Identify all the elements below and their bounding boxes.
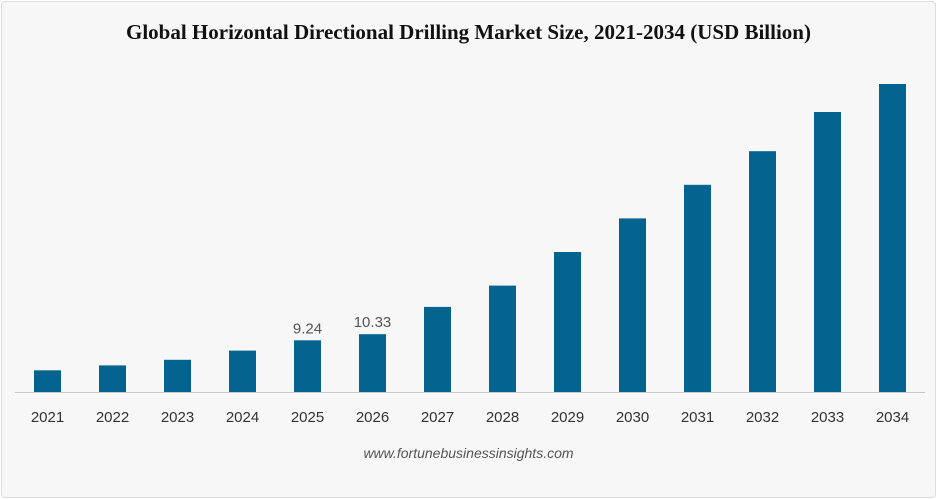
bar-2029: [554, 252, 581, 392]
tick-label-2026: 2026: [356, 409, 389, 426]
tick-label-2024: 2024: [226, 409, 259, 426]
tick-label-2022: 2022: [96, 409, 129, 426]
bar-2021: [34, 370, 61, 392]
tick-label-2034: 2034: [876, 409, 909, 426]
source-label: www.fortunebusinessinsights.com: [363, 445, 574, 461]
tick-label-2030: 2030: [616, 409, 649, 426]
data-label-2026: 10.33: [354, 314, 392, 331]
tick-label-2033: 2033: [811, 409, 844, 426]
tick-label-2023: 2023: [161, 409, 194, 426]
bar-2023: [164, 359, 191, 392]
tick-label-2028: 2028: [486, 409, 519, 426]
bar-2034: [879, 84, 906, 392]
tick-label-2029: 2029: [551, 409, 584, 426]
bar-2033: [814, 112, 841, 392]
bar-2032: [749, 151, 776, 392]
chart-title: Global Horizontal Directional Drilling M…: [126, 20, 811, 44]
tick-label-2025: 2025: [291, 409, 324, 426]
tick-label-2027: 2027: [421, 409, 454, 426]
bar-2022: [99, 365, 126, 392]
bar-2031: [684, 184, 711, 392]
tick-label-2032: 2032: [746, 409, 779, 426]
tick-label-2031: 2031: [681, 409, 714, 426]
tick-label-2021: 2021: [31, 409, 64, 426]
data-label-2025: 9.24: [293, 320, 322, 337]
bar-2025: [294, 340, 321, 392]
bar-2026: [359, 334, 386, 392]
bar-2024: [229, 350, 256, 392]
bar-2030: [619, 218, 646, 392]
bar-2028: [489, 285, 516, 392]
bar-2027: [424, 306, 451, 392]
